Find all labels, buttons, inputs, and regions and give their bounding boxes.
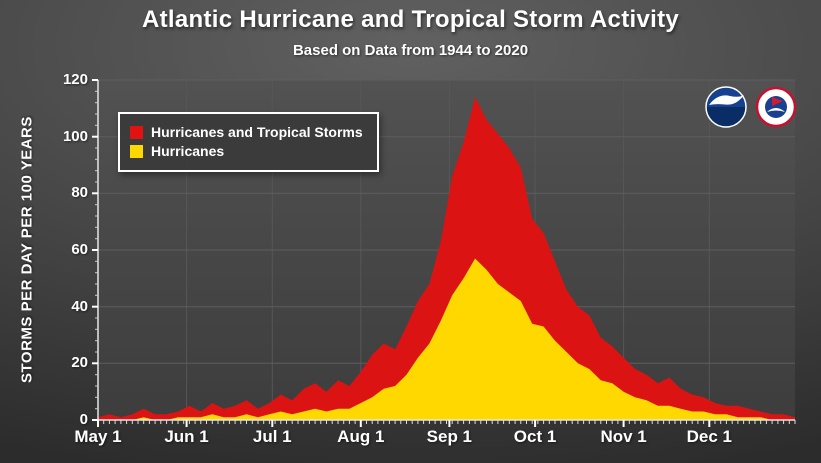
x-tick-label: Dec 1 bbox=[686, 427, 732, 446]
agency-logos bbox=[705, 86, 797, 128]
y-tick-label: 120 bbox=[62, 71, 88, 88]
legend-item-hurricanes: Hurricanes bbox=[130, 143, 363, 159]
legend-swatch-combined bbox=[130, 125, 143, 139]
y-tick-label: 60 bbox=[71, 241, 88, 258]
y-tick-label: 80 bbox=[71, 184, 88, 202]
y-tick-label: 100 bbox=[62, 127, 88, 145]
nws-logo bbox=[755, 86, 797, 128]
x-tick-label: Jun 1 bbox=[164, 427, 209, 446]
legend-label-combined: Hurricanes and Tropical Storms bbox=[151, 124, 363, 140]
x-axis-tick-labels: May 1 Jun 1 Jul 1 Aug 1 Sep 1 Oct 1 Nov 1 Dec 1 bbox=[74, 427, 795, 453]
x-tick-label: Oct 1 bbox=[513, 427, 557, 446]
y-axis-tick-labels: 0 20 40 60 80 100 120 bbox=[50, 71, 94, 428]
legend: Hurricanes and Tropical Storms Hurricane… bbox=[118, 112, 379, 172]
x-tick-label: Sep 1 bbox=[426, 427, 473, 446]
noaa-logo bbox=[705, 86, 747, 128]
x-tick-label: Jul 1 bbox=[252, 427, 292, 446]
legend-swatch-hurricanes bbox=[130, 144, 143, 158]
x-tick-label: Nov 1 bbox=[600, 427, 647, 446]
plot-area: Hurricanes and Tropical Storms Hurricane… bbox=[92, 79, 796, 427]
y-tick-label: 0 bbox=[79, 411, 88, 428]
chart-title: Atlantic Hurricane and Tropical Storm Ac… bbox=[141, 6, 680, 33]
y-tick-label: 40 bbox=[71, 297, 88, 315]
x-tick-label: Aug 1 bbox=[337, 427, 385, 446]
legend-item-combined: Hurricanes and Tropical Storms bbox=[130, 124, 363, 140]
legend-label-hurricanes: Hurricanes bbox=[151, 143, 225, 159]
chart-subtitle: Based on Data from 1944 to 2020 bbox=[292, 42, 529, 59]
x-tick-label: May 1 bbox=[74, 427, 122, 446]
y-tick-label: 20 bbox=[71, 354, 88, 372]
y-axis-title: STORMS PER DAY PER 100 YEARS bbox=[18, 116, 36, 384]
